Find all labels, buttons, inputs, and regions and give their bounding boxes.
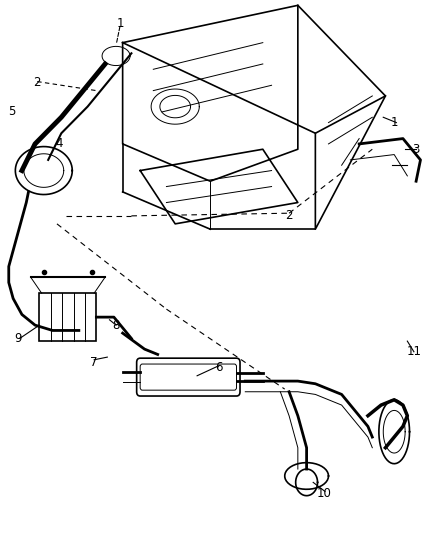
Text: 8: 8 [113, 319, 120, 332]
Text: 6: 6 [215, 361, 223, 374]
Text: 5: 5 [9, 106, 16, 118]
Text: 2: 2 [285, 209, 293, 222]
Text: 7: 7 [90, 356, 98, 369]
Text: 2: 2 [33, 76, 41, 89]
Text: 9: 9 [14, 332, 22, 345]
Text: 3: 3 [413, 143, 420, 156]
Text: 4: 4 [55, 138, 63, 150]
Text: 1: 1 [117, 18, 124, 30]
Text: 10: 10 [317, 487, 332, 499]
Text: 1: 1 [390, 116, 398, 129]
Text: 11: 11 [406, 345, 421, 358]
Bar [39, 293, 96, 341]
